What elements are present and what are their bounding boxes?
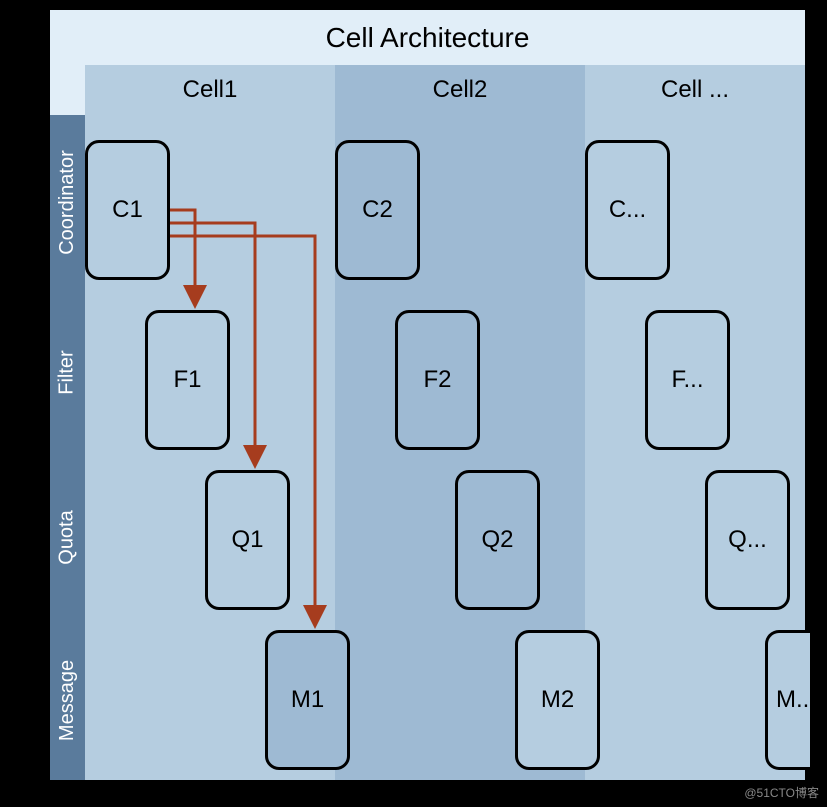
row-label-message: Message — [50, 620, 85, 780]
node-m2: M2 — [515, 630, 600, 770]
cell-architecture-diagram: Cell Architecture Cell1Cell2Cell ... Coo… — [25, 10, 805, 780]
node-q1: Q1 — [205, 470, 290, 610]
row-label-quota: Quota — [50, 455, 85, 620]
node-c1: C1 — [85, 140, 170, 280]
column-header-0: Cell1 — [85, 65, 335, 115]
row-label-coordinator: Coordinator — [50, 115, 85, 290]
node-c3: C... — [585, 140, 670, 280]
node-f1: F1 — [145, 310, 230, 450]
title-band: Cell Architecture — [50, 10, 805, 65]
node-q2: Q2 — [455, 470, 540, 610]
column-header-2: Cell ... — [585, 65, 805, 115]
node-q3: Q... — [705, 470, 790, 610]
node-m3: M... — [765, 630, 810, 770]
watermark: @51CTO博客 — [744, 784, 819, 801]
node-m1: M1 — [265, 630, 350, 770]
node-f3: F... — [645, 310, 730, 450]
diagram-title: Cell Architecture — [326, 22, 530, 54]
column-header-1: Cell2 — [335, 65, 585, 115]
node-c2: C2 — [335, 140, 420, 280]
row-label-filter: Filter — [50, 290, 85, 455]
node-f2: F2 — [395, 310, 480, 450]
